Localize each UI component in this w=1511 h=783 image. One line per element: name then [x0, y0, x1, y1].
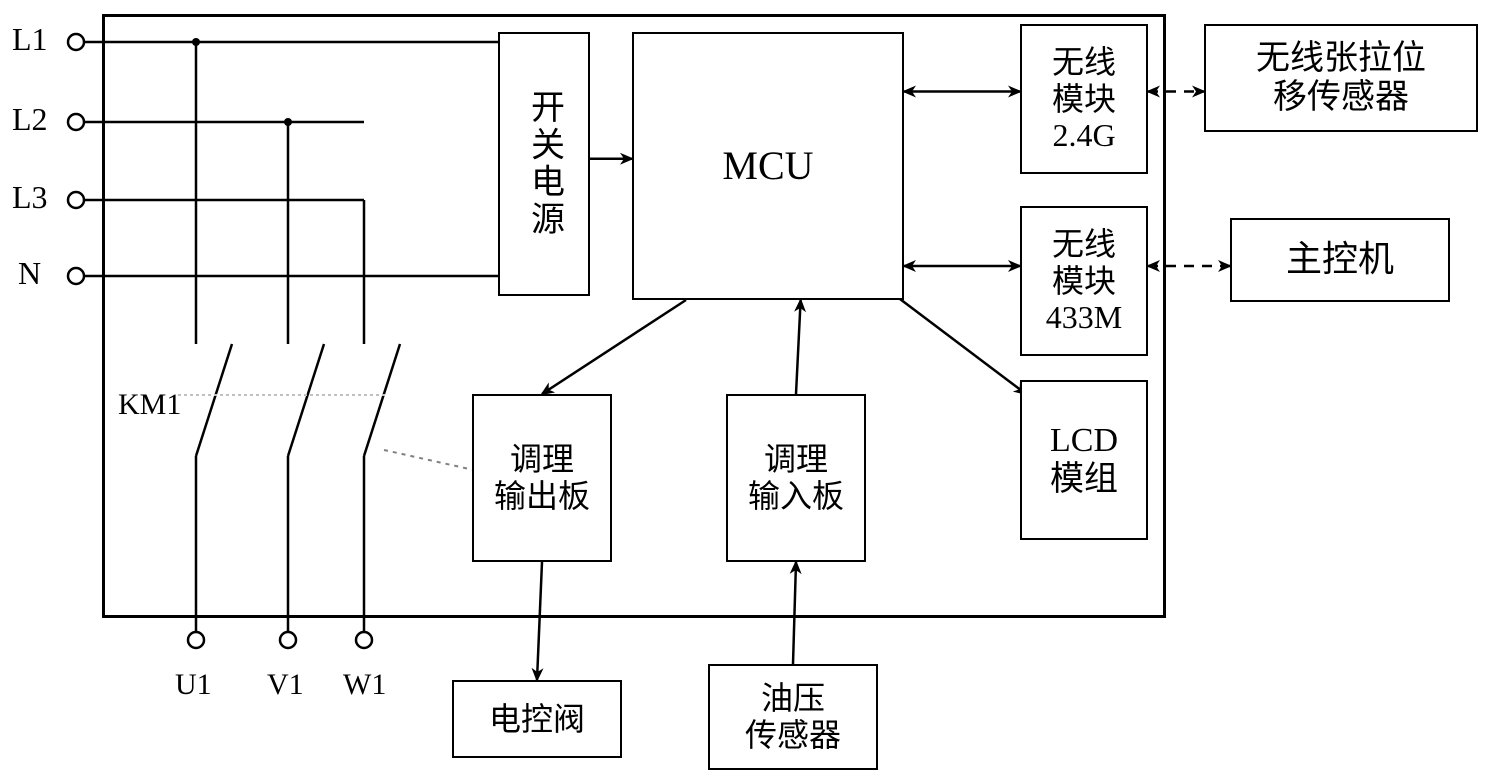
mcu-label: MCU [722, 143, 813, 189]
electric-control-valve-label: 电控阀 [489, 701, 585, 738]
host-controller: 主控机 [1230, 218, 1450, 302]
wireless-displacement-sensor-label: 无线张拉位移传感器 [1256, 39, 1426, 117]
terminal-label-l2: L2 [12, 101, 48, 138]
wireless-module-433m: 无线模块433M [1020, 206, 1148, 356]
motor-output-label-v1: V1 [267, 668, 304, 702]
terminal-label-l1: L1 [12, 21, 48, 58]
terminal-label-l3: L3 [12, 179, 48, 216]
conditioning-output-board-label: 调理输出板 [494, 441, 590, 515]
contactor-label-km1: KM1 [118, 388, 181, 422]
terminal-label-n: N [18, 255, 41, 292]
mcu: MCU [632, 32, 904, 300]
wireless-displacement-sensor: 无线张拉位移传感器 [1204, 24, 1478, 132]
diagram-stage: 开关电源 MCU 无线模块2.4G 无线模块433M LCD模组 调理输出板 调… [0, 0, 1511, 783]
conditioning-input-board-label: 调理输入板 [748, 441, 844, 515]
motor-output-label-u1: U1 [175, 668, 212, 702]
electric-control-valve: 电控阀 [452, 680, 622, 758]
wireless-module-433m-label: 无线模块433M [1046, 226, 1122, 336]
lcd-module: LCD模组 [1020, 380, 1148, 540]
conditioning-input-board: 调理输入板 [726, 394, 866, 562]
oil-pressure-sensor-label: 油压传感器 [745, 680, 841, 754]
wireless-module-24g: 无线模块2.4G [1020, 24, 1148, 174]
lcd-module-label: LCD模组 [1050, 421, 1118, 499]
switching-power-supply: 开关电源 [498, 32, 590, 296]
oil-pressure-sensor: 油压传感器 [708, 664, 878, 770]
conditioning-output-board: 调理输出板 [472, 394, 612, 562]
switching-power-supply-label: 开关电源 [524, 89, 563, 239]
wireless-module-24g-label: 无线模块2.4G [1052, 44, 1116, 154]
motor-output-label-w1: W1 [343, 668, 386, 702]
host-controller-label: 主控机 [1286, 239, 1394, 280]
